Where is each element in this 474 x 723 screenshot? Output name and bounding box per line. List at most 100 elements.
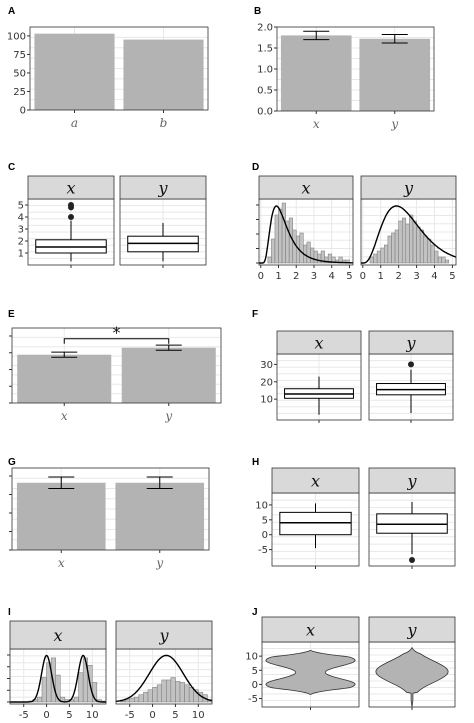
- bar-y: [359, 38, 431, 112]
- y-tick-label: 0: [252, 680, 258, 691]
- histogram-bar: [55, 674, 61, 703]
- facet-y-strip-label: y: [158, 626, 169, 645]
- x-tick-label: 2: [395, 271, 401, 282]
- facet-x-strip: [27, 175, 115, 200]
- y-tick-label: 3: [18, 225, 24, 236]
- outlier-point: [409, 557, 415, 564]
- x-tick-label-x: x: [61, 409, 68, 423]
- histogram-bar: [179, 682, 185, 703]
- y-tick-label: -5: [248, 694, 258, 705]
- histogram-bar: [369, 256, 374, 264]
- histogram-bar: [170, 677, 176, 703]
- panel-h: -5 0 5 10 x y: [255, 467, 456, 569]
- facet-x-strip-label: x: [314, 334, 323, 353]
- y-tick-label: 100: [7, 31, 26, 42]
- panel-label-e: E: [8, 309, 15, 320]
- histogram-bar: [278, 208, 283, 264]
- y-tick-label: 4: [18, 213, 24, 224]
- histogram-bar: [394, 229, 399, 264]
- panel-label-b: B: [254, 6, 261, 17]
- x-tick-label-a: a: [71, 116, 78, 130]
- density-curve: [115, 654, 213, 703]
- facet-y: y: [368, 467, 456, 569]
- facet-x-strip-label: x: [301, 179, 310, 198]
- histogram-bar: [405, 223, 410, 264]
- y-tick-label: 10: [255, 500, 268, 511]
- density-curve: [259, 205, 353, 264]
- facet-y-strip: [360, 175, 457, 200]
- plot-frame: [11, 467, 210, 551]
- x-tick-label: -5: [125, 710, 135, 721]
- x-tick-label: -5: [19, 710, 29, 721]
- x-tick-label: 3: [413, 271, 419, 282]
- histogram-bar: [166, 679, 172, 703]
- facet-x-strip: [258, 175, 354, 200]
- outlier-point: [408, 361, 414, 368]
- x-tick-label-x: x: [313, 117, 320, 131]
- histogram-bar: [50, 657, 56, 703]
- bar-a: [34, 33, 115, 110]
- histogram-bar: [143, 691, 149, 703]
- panel-label-d: D: [252, 162, 259, 173]
- outlier-point: [68, 202, 74, 208]
- x-tick-label-y: y: [164, 409, 172, 423]
- facet-x: 0 1 2 3 4 5 x: [256, 175, 354, 282]
- x-tick-label-b: b: [160, 116, 168, 130]
- panel-label-c: C: [8, 162, 15, 173]
- histogram-bar: [73, 696, 79, 703]
- histogram-bar: [409, 214, 414, 264]
- x-tick-label: 5: [66, 710, 72, 721]
- facet-y-strip-label: y: [405, 334, 416, 353]
- histogram-bar: [152, 687, 158, 703]
- facet-x-strip: [276, 330, 362, 355]
- facet-x: 10 20 30 x: [260, 330, 362, 423]
- y-tick-label: 20: [260, 377, 273, 388]
- histogram-bar: [391, 232, 396, 264]
- outlier-point: [68, 214, 74, 220]
- y-tick-label: 5: [262, 515, 268, 526]
- y-tick-label: 25: [13, 87, 26, 98]
- density-curve: [361, 205, 457, 264]
- x-tick-label: 3: [311, 271, 317, 282]
- plot-frame: [29, 26, 209, 111]
- bar-x: [280, 35, 352, 111]
- panel-label-j: J: [252, 607, 258, 618]
- histogram-bar: [292, 229, 297, 264]
- histogram-bar: [161, 679, 167, 703]
- facet-y: y: [368, 330, 454, 423]
- histogram-bar: [419, 229, 424, 264]
- x-tick-label: 10: [192, 710, 205, 721]
- histogram-bar: [134, 696, 140, 703]
- x-tick-label: 4: [431, 271, 437, 282]
- histogram-bar: [430, 244, 435, 264]
- facet-y: y: [368, 616, 456, 710]
- facet-x-strip-label: x: [311, 472, 320, 491]
- x-tick-label: 5: [346, 271, 352, 282]
- significance-star: *: [113, 323, 121, 342]
- panel-label-i: I: [8, 607, 11, 618]
- histogram-bar: [434, 250, 439, 264]
- facet-x-strip-label: x: [66, 179, 75, 198]
- y-tick-label: 30: [260, 360, 273, 371]
- histogram-bar: [138, 694, 144, 703]
- histogram-bar: [384, 244, 389, 264]
- y-tick-label: 0.0: [257, 107, 273, 118]
- histogram-bar: [444, 259, 450, 264]
- x-tick-label: 5: [449, 271, 455, 282]
- y-tick-label: 10: [260, 395, 273, 406]
- y-tick-label: 5: [18, 201, 24, 212]
- bar-b: [123, 39, 204, 110]
- facet-y-strip-label: y: [157, 179, 168, 198]
- histogram-bar: [147, 689, 153, 703]
- x-tick-label: 0: [258, 271, 264, 282]
- histogram-bar: [188, 687, 194, 703]
- histogram-bar: [271, 238, 276, 264]
- bar-x: [17, 354, 112, 403]
- histogram-bar: [416, 226, 421, 264]
- facet-x: -5 0 5 10 x: [255, 467, 360, 569]
- panel-f: 10 20 30 x y: [260, 330, 454, 423]
- x-tick-label: 0: [360, 271, 366, 282]
- facet-y-strip: [368, 467, 456, 494]
- panel-d: 0 1 2 3 4 5x0 1 2 3 4 5y: [256, 175, 457, 282]
